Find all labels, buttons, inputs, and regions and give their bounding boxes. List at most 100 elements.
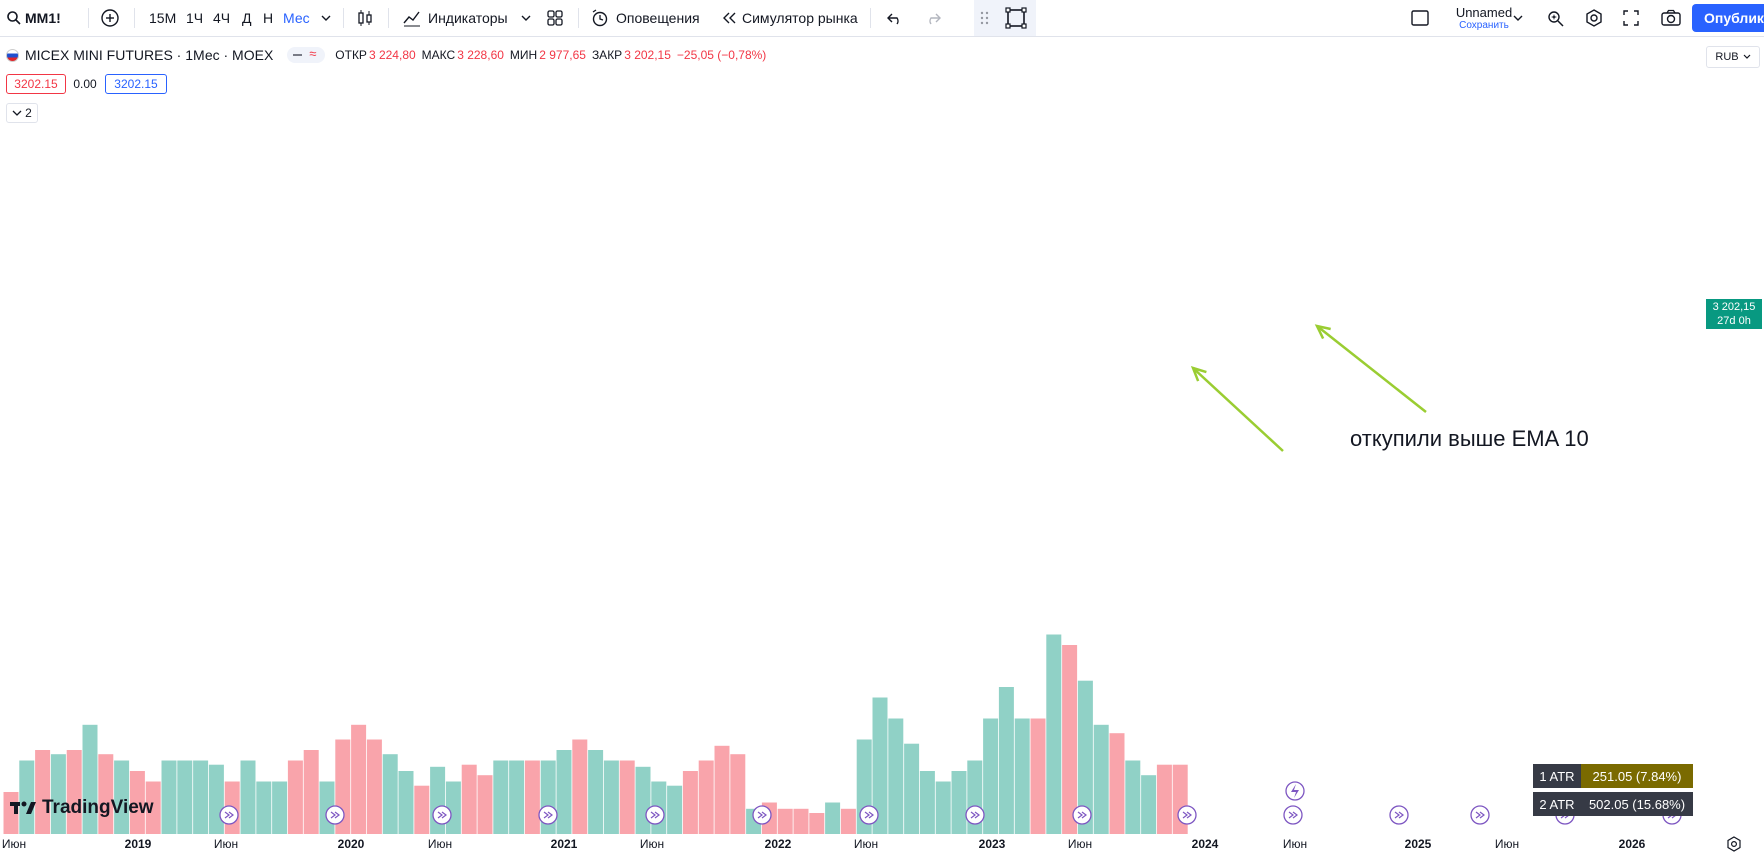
interval-dropdown[interactable] [320, 0, 332, 36]
approx-icon: ≈ [309, 46, 317, 61]
chart-type-button[interactable] [355, 0, 375, 36]
volume-bar [35, 750, 51, 834]
search-icon [7, 11, 21, 25]
indicators-collapse-button[interactable]: 2 [6, 103, 38, 123]
volume-bar [398, 771, 414, 834]
high-value: 3 228,60 [457, 48, 504, 62]
volume-bar [477, 775, 493, 834]
event-arrow-glyph [1475, 811, 1485, 819]
volume-bar [1062, 645, 1078, 834]
volume-bar [1125, 760, 1141, 834]
volume-bar [998, 687, 1014, 834]
volume-bar [303, 750, 319, 834]
time-tick-label: 2020 [337, 837, 365, 851]
price-axis[interactable]: RUB 3 202,15 27d 0h 4 400,004 200,004 00… [1700, 37, 1764, 832]
volume-bar [82, 724, 98, 834]
settings-button[interactable] [1584, 0, 1604, 36]
fullscreen-icon [1623, 10, 1639, 26]
buy-button[interactable]: 3202.15 [105, 74, 167, 94]
volume-bar [619, 760, 635, 834]
volume-bar [145, 781, 161, 834]
drawing-toolbar-handle[interactable] [974, 0, 1036, 36]
sell-button[interactable]: 3202.15 [6, 74, 66, 94]
bar-replay-button[interactable]: Симулятор рынка [720, 0, 858, 36]
volume-bar [366, 739, 382, 834]
volume-bar [809, 813, 825, 834]
symbol-search-button[interactable]: MM1! [6, 0, 61, 36]
rectangle-tool-icon [1005, 7, 1027, 29]
time-tick-label: 2019 [124, 837, 152, 851]
layout-square-icon [1411, 10, 1429, 26]
indicators-icon [403, 11, 420, 27]
layout-select-button[interactable] [1410, 0, 1430, 36]
volume-bar [793, 808, 809, 834]
time-tick-label: Июн [1282, 837, 1308, 851]
flag-icon [6, 48, 19, 62]
volume-bar [556, 750, 572, 834]
currency-button[interactable]: RUB [1706, 46, 1760, 68]
price-chart[interactable] [0, 37, 1700, 834]
symbol-title[interactable]: MICEX MINI FUTURES · 1Мес · MOEX [25, 47, 274, 63]
volume-bar [524, 760, 540, 834]
volume-bar [1109, 733, 1125, 834]
event-arrow-glyph [1394, 811, 1404, 819]
visibility-toggle[interactable]: ≈ [287, 46, 326, 63]
volume-bar [872, 697, 888, 834]
chart-annotation-text[interactable]: откупили выше EMA 10 [1350, 426, 1589, 451]
time-tick-label: Июн [639, 837, 665, 851]
volume-bar [66, 750, 82, 834]
volume-bar [935, 781, 951, 834]
redo-button[interactable] [924, 0, 942, 36]
volume-bar [1093, 724, 1109, 834]
lightning-glyph [1291, 784, 1299, 798]
event-arrow-glyph [224, 811, 234, 819]
chevron-down-icon [1513, 15, 1523, 21]
indicators-dropdown[interactable] [520, 0, 532, 36]
chevron-down-icon [521, 15, 531, 21]
publish-button[interactable]: Опублик [1692, 4, 1764, 32]
spread-value: 0.00 [73, 77, 97, 91]
alerts-button[interactable]: Оповещения [590, 0, 700, 36]
volume-bar [825, 802, 841, 834]
volume-bar [1030, 718, 1046, 834]
time-tick-label: Июн [1067, 837, 1093, 851]
fullscreen-button[interactable] [1622, 0, 1640, 36]
event-arrow-glyph [330, 811, 340, 819]
volume-bar [1014, 718, 1030, 834]
interval-day[interactable]: Д [242, 10, 252, 26]
time-tick-label: Июн [1, 837, 27, 851]
quick-search-button[interactable] [1546, 0, 1566, 36]
volume-bar [351, 724, 367, 834]
annotation-arrow-2-head [1190, 366, 1207, 382]
chevron-down-icon [321, 15, 331, 21]
alarm-clock-icon [592, 9, 608, 27]
volume-bar [951, 771, 967, 834]
layout-name[interactable]: Unnamed Сохранить [1455, 5, 1513, 31]
interval-1h[interactable]: 1Ч [186, 10, 204, 26]
volume-bar [129, 771, 145, 834]
volume-bar [382, 754, 398, 834]
chevron-down-icon [1743, 54, 1751, 59]
interval-4h[interactable]: 4Ч [213, 10, 231, 26]
volume-bar [287, 760, 303, 834]
interval-week[interactable]: Н [263, 10, 274, 26]
volume-bar [635, 766, 651, 834]
axis-settings-gear-icon[interactable] [1726, 836, 1742, 852]
volume-bar [114, 760, 130, 834]
compare-button[interactable] [100, 0, 120, 36]
volume-bar [698, 760, 714, 834]
time-axis[interactable]: Июн 2019 Июн 2020 Июн 2021 Июн 2022 Июн 2023 Июн 20… [0, 834, 1764, 854]
layout-dropdown[interactable] [1512, 0, 1524, 36]
symbol-legend: MICEX MINI FUTURES · 1Мес · MOEX ≈ ОТКР 3… [6, 46, 772, 64]
time-tick-label: Июн [853, 837, 879, 851]
interval-15m[interactable]: 15М [149, 10, 177, 26]
snapshot-button[interactable] [1660, 0, 1682, 36]
undo-button[interactable] [886, 0, 904, 36]
volume-bar [730, 754, 746, 834]
interval-month[interactable]: Мес [283, 10, 310, 26]
indicators-button[interactable]: Индикаторы [402, 0, 508, 36]
volume-bar [840, 808, 856, 834]
tradingview-logo[interactable]: TradingView [10, 797, 154, 819]
last-price-label: 3 202,15 27d 0h [1706, 299, 1762, 329]
layouts-button[interactable] [546, 0, 564, 36]
